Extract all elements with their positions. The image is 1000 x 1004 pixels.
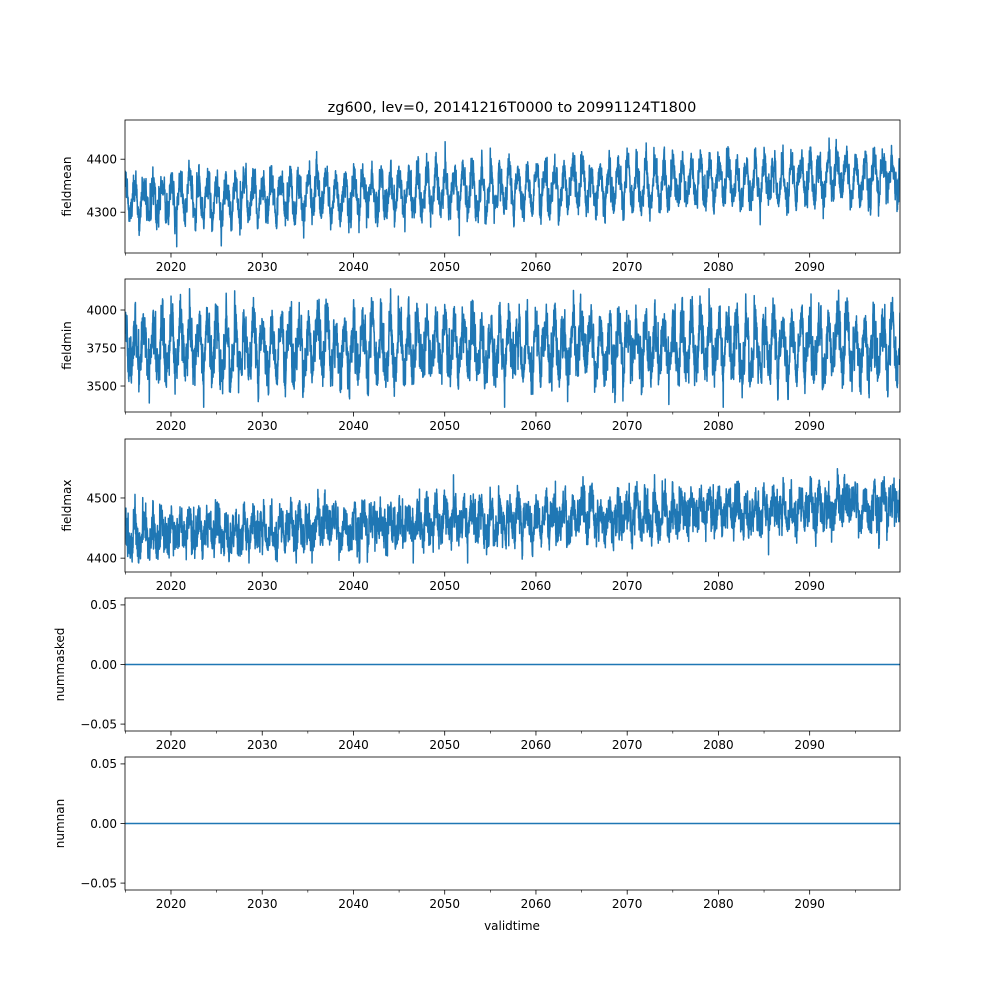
- x-tick-label: 2050: [429, 260, 460, 274]
- panel-fieldmean: 2020 2030 2040 2050 2060 2070 2080 2090 4300 4400…: [60, 119, 901, 274]
- y-tick-label: 0.05: [90, 757, 117, 771]
- x-tick-label: 2060: [521, 260, 552, 274]
- y-tick-label: 3750: [86, 341, 117, 355]
- y-tick-label: 0.00: [90, 658, 117, 672]
- y-tick-label: −0.05: [80, 876, 117, 890]
- x-tick-label: 2060: [521, 579, 552, 593]
- series-line-fieldmean: [125, 137, 900, 248]
- series-line-fieldmax: [125, 468, 900, 564]
- y-tick-label: 0.05: [90, 598, 117, 612]
- axes-frame: [124, 278, 901, 413]
- x-tick-label: 2080: [703, 897, 734, 911]
- x-tick-label: 2080: [703, 738, 734, 752]
- x-tick-label: 2060: [521, 738, 552, 752]
- y-tick-label: 4500: [86, 491, 117, 505]
- x-tick-label: 2070: [612, 260, 643, 274]
- x-tick-label: 2040: [338, 897, 369, 911]
- x-tick-label: 2090: [794, 579, 825, 593]
- x-tick-label: 2040: [338, 419, 369, 433]
- y-tick-label: 4400: [86, 153, 117, 167]
- x-tick-label: 2070: [612, 419, 643, 433]
- x-tick-label: 2090: [794, 260, 825, 274]
- x-tick-label: 2060: [521, 897, 552, 911]
- x-tick-label: 2060: [521, 419, 552, 433]
- x-tick-label: 2080: [703, 260, 734, 274]
- x-tick-label: 2030: [247, 738, 278, 752]
- x-tick-label: 2050: [429, 897, 460, 911]
- chart-title: zg600, lev=0, 20141216T0000 to 20991124T…: [328, 100, 697, 116]
- x-tick-label: 2070: [612, 738, 643, 752]
- x-tick-label: 2040: [338, 738, 369, 752]
- x-tick-label: 2080: [703, 579, 734, 593]
- x-tick-label: 2020: [156, 419, 187, 433]
- y-axis-label-fieldmin: fieldmin: [60, 321, 74, 370]
- y-axis-label-fieldmean: fieldmean: [60, 157, 74, 217]
- x-tick-label: 2030: [247, 260, 278, 274]
- x-tick-label: 2020: [156, 897, 187, 911]
- x-tick-label: 2020: [156, 579, 187, 593]
- panel-nummasked: 2020 2030 2040 2050 2060 2070 2080 2090 −0.05 0.0…: [53, 597, 901, 752]
- x-tick-label: 2090: [794, 419, 825, 433]
- x-tick-label: 2030: [247, 897, 278, 911]
- x-tick-label: 2030: [247, 419, 278, 433]
- x-tick-label: 2050: [429, 738, 460, 752]
- y-axis-label-numnan: numnan: [53, 799, 67, 848]
- y-tick-label: −0.05: [80, 717, 117, 731]
- y-tick-label: 0.00: [90, 817, 117, 831]
- axes-frame: [124, 119, 901, 254]
- panel-fieldmin: 2020 2030 2040 2050 2060 2070 2080 2090 3500 3750…: [60, 278, 901, 433]
- x-tick-label: 2080: [703, 419, 734, 433]
- panel-numnan: 2020 2030 2040 2050 2060 2070 2080 2090 −0.05 0.0…: [53, 756, 901, 911]
- panel-fieldmax: 2020 2030 2040 2050 2060 2070 2080 2090 4400 4500…: [60, 438, 901, 593]
- y-tick-label: 4400: [86, 551, 117, 565]
- series-line-fieldmin: [125, 287, 900, 409]
- x-tick-label: 2020: [156, 738, 187, 752]
- y-axis-label-nummasked: nummasked: [53, 628, 67, 702]
- x-tick-label: 2070: [612, 897, 643, 911]
- y-tick-label: 4000: [86, 303, 117, 317]
- x-tick-label: 2090: [794, 897, 825, 911]
- y-tick-label: 3500: [86, 379, 117, 393]
- x-tick-label: 2050: [429, 579, 460, 593]
- x-tick-label: 2040: [338, 260, 369, 274]
- x-tick-label: 2040: [338, 579, 369, 593]
- x-tick-label: 2020: [156, 260, 187, 274]
- x-axis-label: validtime: [484, 919, 540, 933]
- x-tick-label: 2050: [429, 419, 460, 433]
- x-tick-label: 2090: [794, 738, 825, 752]
- x-tick-label: 2070: [612, 579, 643, 593]
- y-axis-label-fieldmax: fieldmax: [60, 479, 74, 531]
- y-tick-label: 4300: [86, 205, 117, 219]
- x-tick-label: 2030: [247, 579, 278, 593]
- axes-frame: [124, 438, 901, 573]
